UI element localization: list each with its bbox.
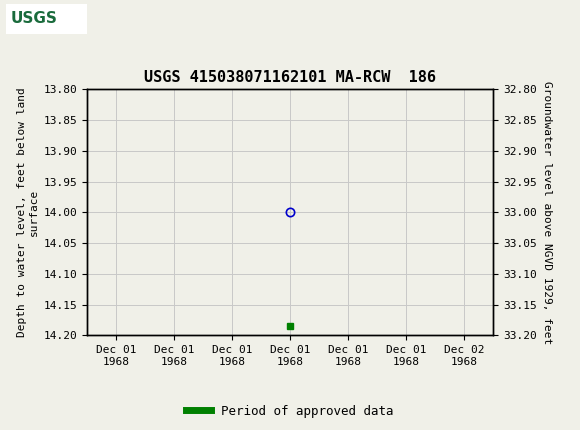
Legend: Period of approved data: Period of approved data [181, 399, 399, 423]
Y-axis label: Groundwater level above NGVD 1929, feet: Groundwater level above NGVD 1929, feet [542, 81, 552, 344]
FancyBboxPatch shape [6, 4, 87, 34]
Text: USGS 415038071162101 MA-RCW  186: USGS 415038071162101 MA-RCW 186 [144, 70, 436, 85]
Y-axis label: Depth to water level, feet below land
surface: Depth to water level, feet below land su… [17, 88, 39, 337]
Text: ≡USGS: ≡USGS [9, 10, 79, 28]
Text: USGS: USGS [10, 12, 57, 26]
